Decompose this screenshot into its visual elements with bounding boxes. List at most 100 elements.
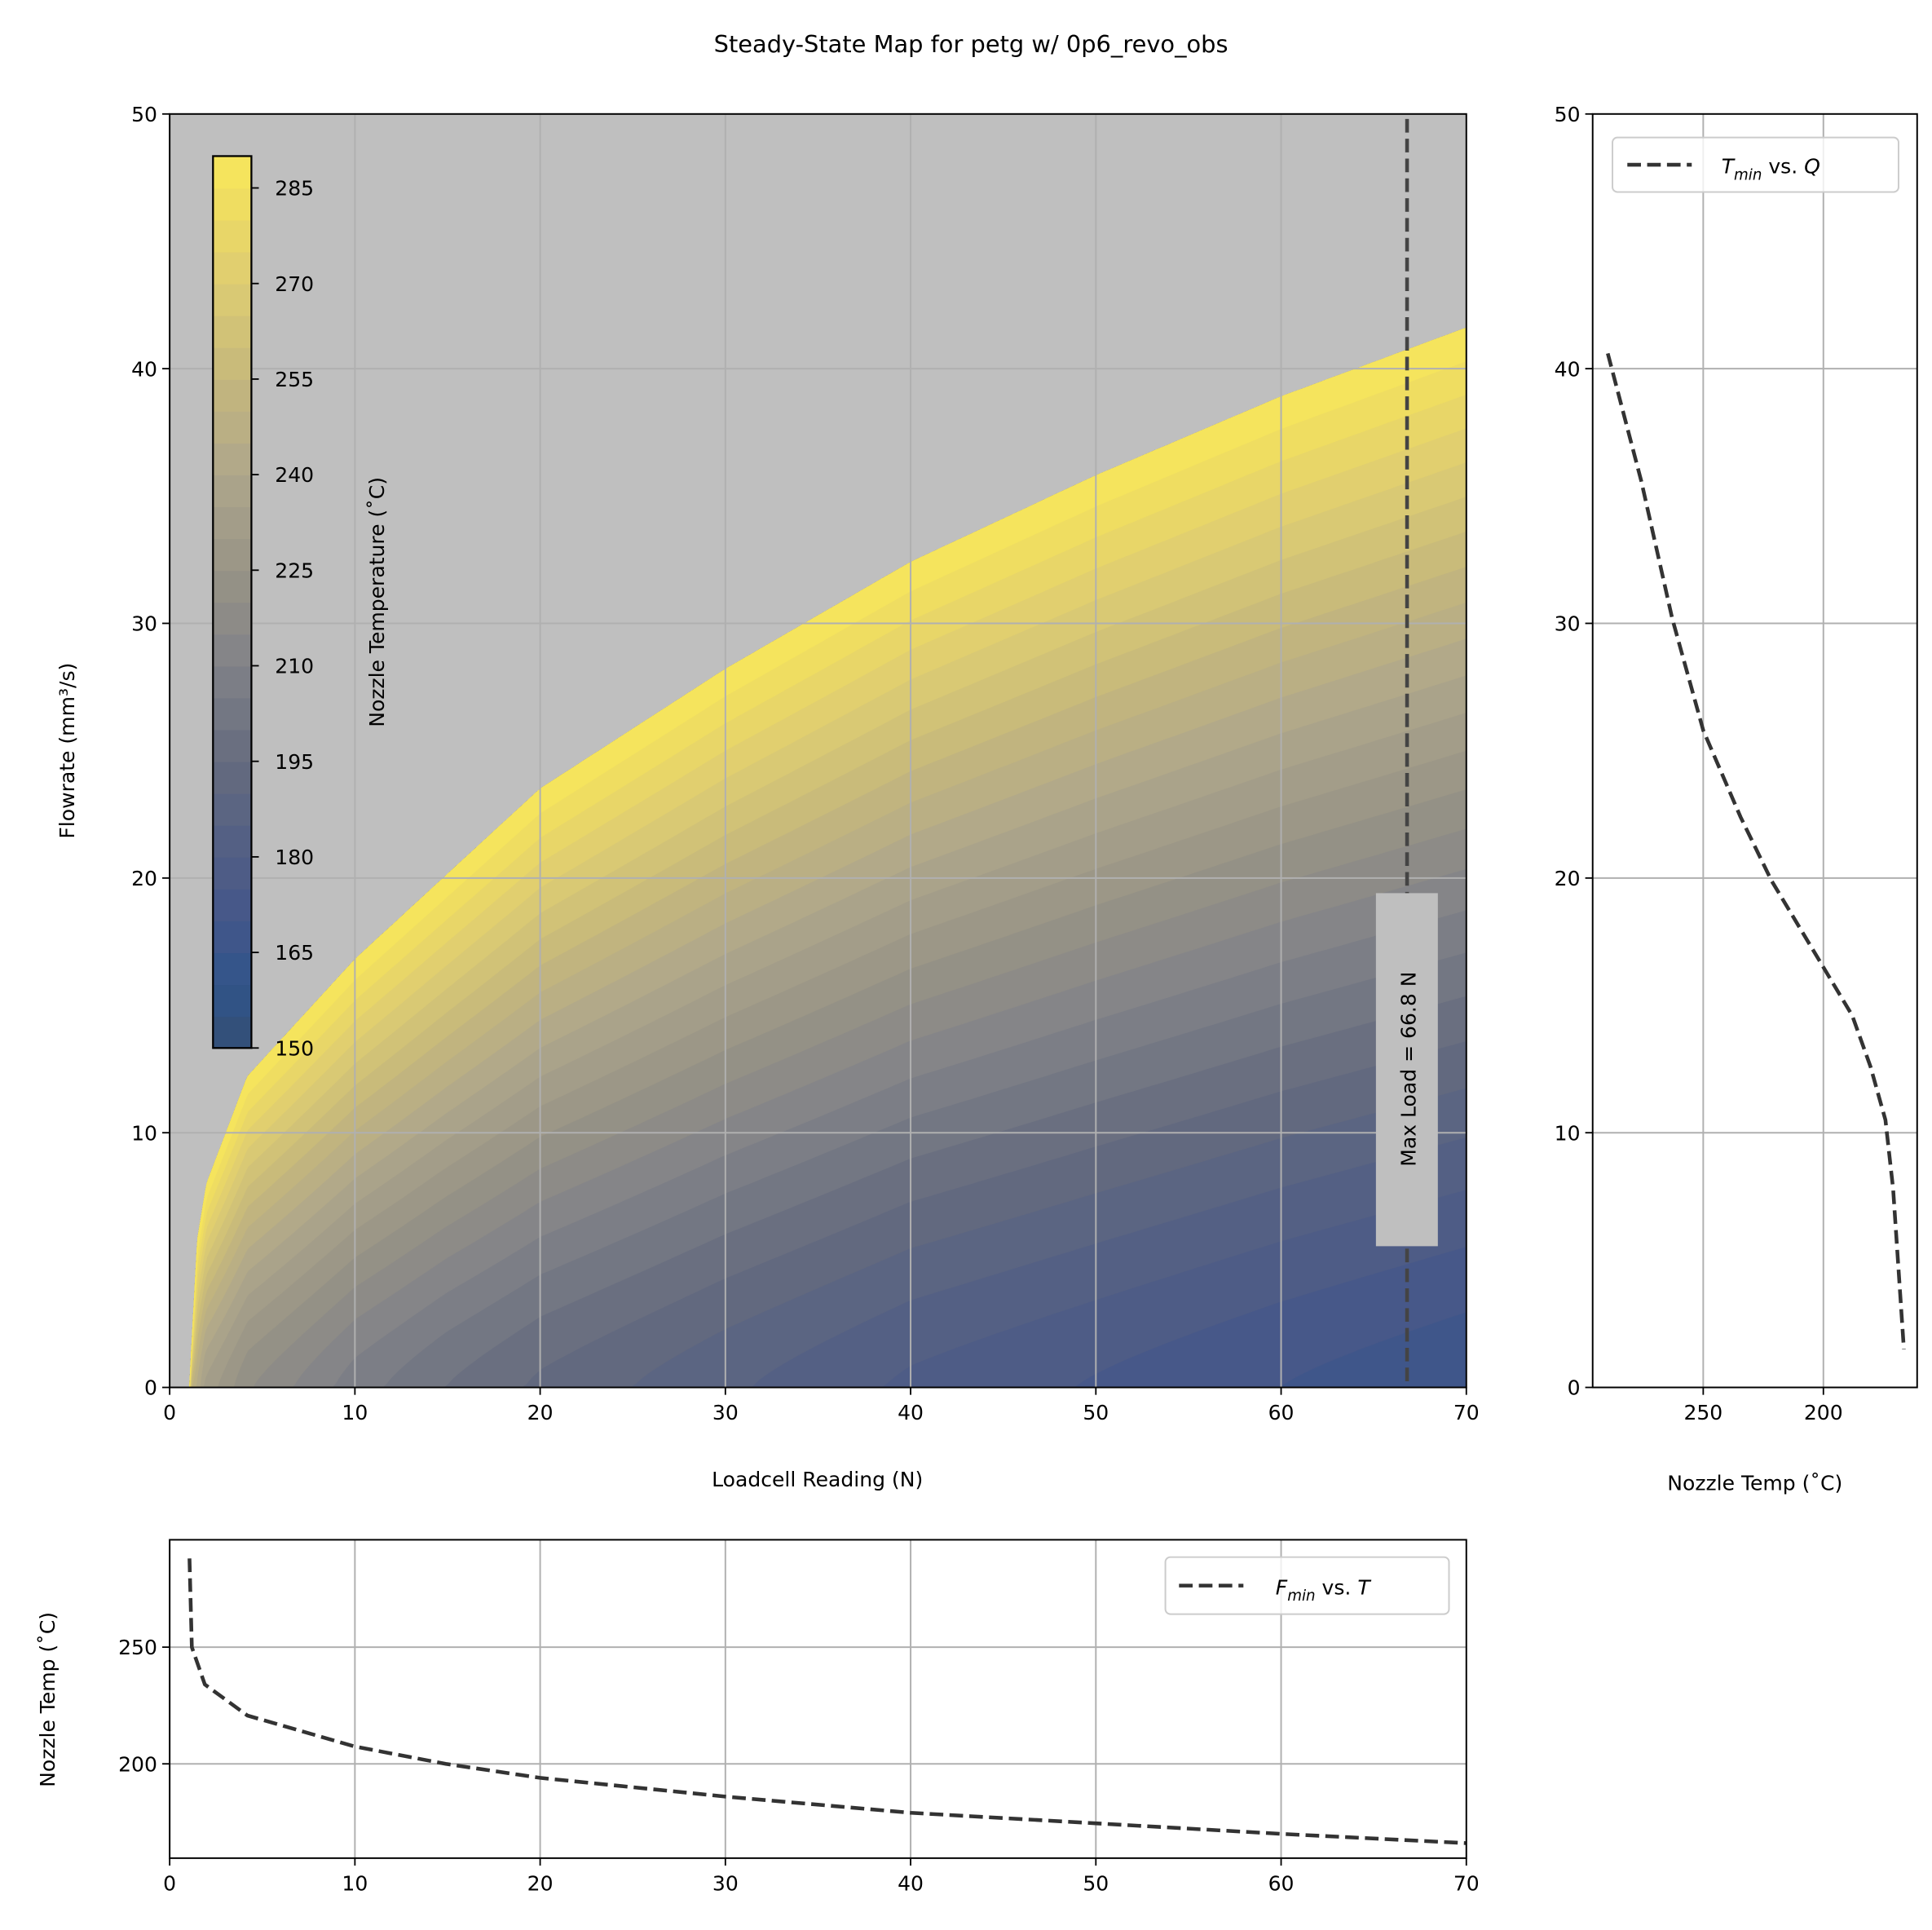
x-tick-label: 60 xyxy=(1268,1871,1295,1895)
y-tick-label: 30 xyxy=(1555,612,1581,636)
colorbar-tick-label: 180 xyxy=(275,846,314,869)
x-tick-label: 20 xyxy=(527,1871,554,1895)
y-tick-label: 30 xyxy=(131,612,157,636)
colorbar-frame xyxy=(212,155,253,1049)
x-tick-label: 0 xyxy=(163,1401,176,1424)
colorbar-tick-label: 150 xyxy=(275,1036,314,1060)
x-tick-label: 60 xyxy=(1268,1401,1295,1424)
y-tick-label: 0 xyxy=(144,1376,157,1400)
tmin-vs-q-line xyxy=(1606,352,1906,1349)
legend-box xyxy=(1164,1556,1450,1615)
x-tick-label: 30 xyxy=(712,1871,739,1895)
colorbar-swatch-160 xyxy=(213,952,252,986)
x-tick-label: 200 xyxy=(1804,1401,1843,1424)
colorbar-swatch-210 xyxy=(213,634,252,667)
plot-background xyxy=(1592,113,1917,1388)
colorbar-tick-label: 210 xyxy=(275,655,314,678)
colorbar-tick-label: 240 xyxy=(275,463,314,487)
colorbar-swatch-245 xyxy=(213,410,252,444)
colorbar-swatch-175 xyxy=(213,856,252,890)
axes-frame xyxy=(169,1539,1467,1859)
y-tick-label: 0 xyxy=(1568,1376,1581,1400)
y-tick-label: 20 xyxy=(131,867,157,890)
colorbar-swatch-270 xyxy=(213,251,252,285)
colorbar-tick-label: 255 xyxy=(275,368,314,391)
x-axis-label: Loadcell Reading (N) xyxy=(712,1468,923,1491)
x-tick-label: 50 xyxy=(1083,1871,1109,1895)
colorbar-swatch-280 xyxy=(213,188,252,221)
y-tick-label: 200 xyxy=(118,1752,157,1776)
colorbar-swatch-195 xyxy=(213,729,252,762)
colorbar-swatch-260 xyxy=(213,315,252,348)
x-tick-label: 50 xyxy=(1083,1401,1109,1424)
colorbar-tick-label: 165 xyxy=(275,941,314,965)
colorbar: 150 165 180 195 210 225 240 255 270 285 xyxy=(212,155,314,1060)
x-tick-label: 70 xyxy=(1453,1871,1480,1895)
colorbar-swatch-240 xyxy=(213,443,252,476)
figure-title: Steady-State Map for petg w/ 0p6_revo_ob… xyxy=(714,30,1228,58)
bottom-line-axes: Fmin vs. T 0 10 20 30 40 50 60 70 200 250 Nozzle … xyxy=(36,1539,1480,1895)
legend-label: Tmin vs. Q xyxy=(1722,155,1820,184)
grid-lines xyxy=(170,113,1467,1388)
y-axis-label: Nozzle Temp (˚C) xyxy=(36,1612,60,1787)
y-tick-label: 50 xyxy=(131,103,157,126)
axis-ticks: 0 10 20 30 40 50 60 70 0 10 20 30 40 50 xyxy=(131,103,1480,1424)
main-contour-axes: Max Load = 66.8 N 150 165 180 195 210 225 240 2… xyxy=(55,103,1480,1491)
colorbar-swatch-230 xyxy=(213,506,252,540)
y-tick-label: 40 xyxy=(131,357,157,381)
axes-frame xyxy=(169,113,1467,1389)
colorbar-tick-label: 225 xyxy=(275,559,314,582)
colorbar-swatch-220 xyxy=(213,570,252,603)
max-load-text: Max Load = 66.8 N xyxy=(1396,972,1420,1167)
legend: Tmin vs. Q xyxy=(1612,136,1899,193)
colorbar-tick-label: 195 xyxy=(275,750,314,774)
colorbar-swatch-170 xyxy=(213,888,252,921)
right-line-axes: Tmin vs. Q 250 200 0 10 20 30 40 50 Nozzle Temp… xyxy=(1555,103,1918,1495)
x-tick-label: 30 xyxy=(712,1401,739,1424)
grid-lines xyxy=(1592,113,1917,1388)
x-axis-label: Nozzle Temp (˚C) xyxy=(1667,1472,1842,1495)
colorbar-tick-label: 270 xyxy=(275,272,314,296)
axis-ticks: 250 200 0 10 20 30 40 50 xyxy=(1555,103,1843,1424)
legend-box xyxy=(1612,136,1899,193)
axes-frame xyxy=(1591,113,1918,1389)
grid-lines xyxy=(170,1539,1467,1858)
colorbar-swatch-185 xyxy=(213,793,252,826)
colorbar-swatch-155 xyxy=(213,984,252,1018)
colorbar-swatch-165 xyxy=(213,921,252,954)
colorbar-swatch-265 xyxy=(213,283,252,316)
colorbar-swatch-255 xyxy=(213,347,252,380)
x-tick-label: 40 xyxy=(898,1871,924,1895)
y-tick-label: 40 xyxy=(1555,357,1581,381)
contour-bands xyxy=(189,327,1467,1388)
colorbar-swatch-150 xyxy=(213,1016,252,1049)
colorbar-swatch-275 xyxy=(213,219,252,253)
axis-ticks: 0 10 20 30 40 50 60 70 200 250 xyxy=(118,1636,1480,1895)
x-tick-label: 40 xyxy=(898,1401,924,1424)
colorbar-swatch-215 xyxy=(213,602,252,635)
max-load-label-box xyxy=(1375,893,1438,1247)
fmin-vs-t-line xyxy=(187,1558,1467,1845)
y-axis-label: Flowrate (mm³/s) xyxy=(55,663,79,839)
legend-label: Fmin vs. T xyxy=(1276,1575,1372,1605)
colorbar-tick-label: 285 xyxy=(275,177,314,201)
max-load-label: Max Load = 66.8 N xyxy=(1375,893,1438,1247)
x-tick-label: 70 xyxy=(1453,1401,1480,1424)
x-tick-label: 250 xyxy=(1683,1401,1722,1424)
colorbar-swatch-235 xyxy=(213,475,252,508)
y-tick-label: 10 xyxy=(131,1121,157,1145)
x-tick-label: 0 xyxy=(163,1871,176,1895)
colorbar-swatch-250 xyxy=(213,378,252,412)
colorbar-label: Nozzle Temperature (˚C) xyxy=(365,477,389,727)
colorbar-swatch-180 xyxy=(213,824,252,858)
y-tick-label: 50 xyxy=(1555,103,1581,126)
legend: Fmin vs. T xyxy=(1164,1556,1450,1615)
colorbar-swatch-200 xyxy=(213,697,252,731)
y-tick-label: 20 xyxy=(1555,867,1581,890)
y-tick-label: 250 xyxy=(118,1636,157,1659)
colorbar-swatch-225 xyxy=(213,538,252,572)
x-tick-label: 20 xyxy=(527,1401,554,1424)
y-tick-label: 10 xyxy=(1555,1121,1581,1145)
